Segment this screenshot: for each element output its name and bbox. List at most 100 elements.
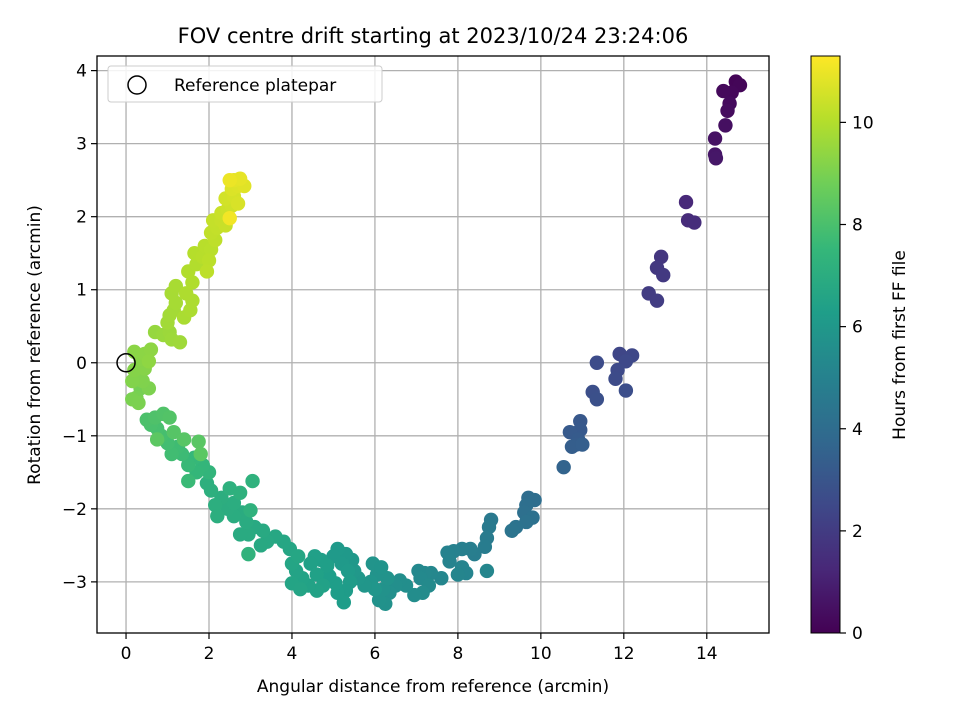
plot-frame xyxy=(96,55,770,634)
colorbar-tick-label: 8 xyxy=(852,216,863,236)
x-tick-label: 2 xyxy=(204,644,215,664)
data-point xyxy=(371,592,387,608)
data-point xyxy=(243,503,258,518)
data-point xyxy=(245,473,260,489)
x-tick-label: 6 xyxy=(370,644,381,664)
data-point xyxy=(201,253,217,268)
y-tick-label: 0 xyxy=(76,354,87,374)
x-tick-label: 14 xyxy=(696,644,718,664)
colorbar-tick-label: 10 xyxy=(852,113,874,133)
data-point xyxy=(293,581,308,597)
y-tick-label: 2 xyxy=(76,208,87,228)
data-point xyxy=(149,432,165,447)
data-point xyxy=(618,383,634,398)
data-point xyxy=(162,410,177,425)
colorbar-tick-label: 0 xyxy=(852,624,863,644)
data-point xyxy=(210,508,225,524)
data-point xyxy=(125,373,140,389)
data-point xyxy=(141,354,157,369)
data-point xyxy=(222,172,237,188)
data-point xyxy=(191,434,206,449)
x-tick-label: 12 xyxy=(613,644,635,664)
data-point xyxy=(131,395,146,411)
legend-marker-reference xyxy=(127,75,147,95)
y-tick-label: −1 xyxy=(62,427,87,447)
points-layer xyxy=(125,74,748,611)
y-tick-label: 3 xyxy=(76,135,87,155)
x-tick-label: 4 xyxy=(287,644,298,664)
data-point xyxy=(193,446,208,462)
data-point xyxy=(290,549,306,564)
data-point xyxy=(653,249,669,265)
data-point xyxy=(442,554,457,569)
data-point xyxy=(707,131,723,146)
data-point xyxy=(309,567,325,582)
data-point xyxy=(168,278,184,294)
y-tick-label: 4 xyxy=(76,62,87,82)
data-point xyxy=(232,485,248,500)
data-point xyxy=(199,264,215,279)
data-point xyxy=(181,473,196,489)
data-point xyxy=(253,538,269,553)
x-tick-label: 10 xyxy=(530,644,552,664)
y-axis-title: Rotation from reference (arcmin) xyxy=(25,205,45,485)
data-point xyxy=(166,424,181,440)
data-point xyxy=(230,196,246,211)
data-point xyxy=(143,342,159,357)
data-point xyxy=(164,446,179,462)
data-point xyxy=(649,293,665,308)
data-point xyxy=(208,497,223,513)
x-tick-label: 8 xyxy=(452,644,463,664)
legend-label-reference: Reference platepar xyxy=(174,76,336,96)
data-point xyxy=(718,118,733,133)
y-tick-label: −3 xyxy=(62,573,87,593)
grid-layer xyxy=(97,56,769,633)
data-point xyxy=(178,286,194,301)
colorbar-gradient xyxy=(810,55,841,634)
x-tick-label: 0 xyxy=(121,644,132,664)
data-point xyxy=(687,215,702,230)
data-point xyxy=(477,539,493,555)
data-point xyxy=(222,210,237,226)
data-point xyxy=(575,437,590,452)
data-point xyxy=(241,546,256,562)
data-point xyxy=(181,457,196,473)
x-axis-title: Angular distance from reference (arcmin) xyxy=(257,677,609,697)
data-point xyxy=(340,563,356,579)
colorbar-ticks: 0 2 4 6 8 10 xyxy=(840,113,874,644)
chart-title: FOV centre drift starting at 2023/10/24 … xyxy=(178,24,689,48)
y-axis-ticks: −3 −2 −1 0 1 2 3 4 xyxy=(62,62,97,593)
data-point xyxy=(185,275,200,290)
colorbar-tick-label: 6 xyxy=(852,318,863,338)
data-point xyxy=(708,151,724,166)
legend: Reference platepar xyxy=(107,65,383,103)
data-point xyxy=(232,527,248,542)
data-point xyxy=(720,103,735,118)
data-point xyxy=(481,519,497,535)
y-tick-label: −2 xyxy=(62,500,87,520)
data-point xyxy=(373,560,389,575)
legend-box xyxy=(107,65,383,103)
data-point xyxy=(678,194,694,210)
y-tick-label: 1 xyxy=(76,281,87,301)
data-point xyxy=(450,567,466,582)
data-point xyxy=(479,563,495,579)
data-point xyxy=(504,523,520,538)
data-point xyxy=(172,335,188,350)
colorbar-tick-label: 4 xyxy=(852,420,863,440)
colorbar: 0 2 4 6 8 10 Hours from first FF file xyxy=(810,55,910,644)
data-point xyxy=(176,432,192,447)
data-point xyxy=(556,460,571,475)
data-point xyxy=(589,392,605,407)
x-axis-ticks: 0 2 4 6 8 10 12 14 xyxy=(121,633,718,664)
reference-platepar-marker xyxy=(116,353,136,373)
data-point xyxy=(589,355,605,370)
data-point xyxy=(199,476,215,491)
data-point xyxy=(407,587,422,603)
data-point xyxy=(656,267,671,283)
colorbar-title: Hours from first FF file xyxy=(890,250,910,440)
data-point xyxy=(303,556,318,571)
data-point xyxy=(716,83,731,99)
